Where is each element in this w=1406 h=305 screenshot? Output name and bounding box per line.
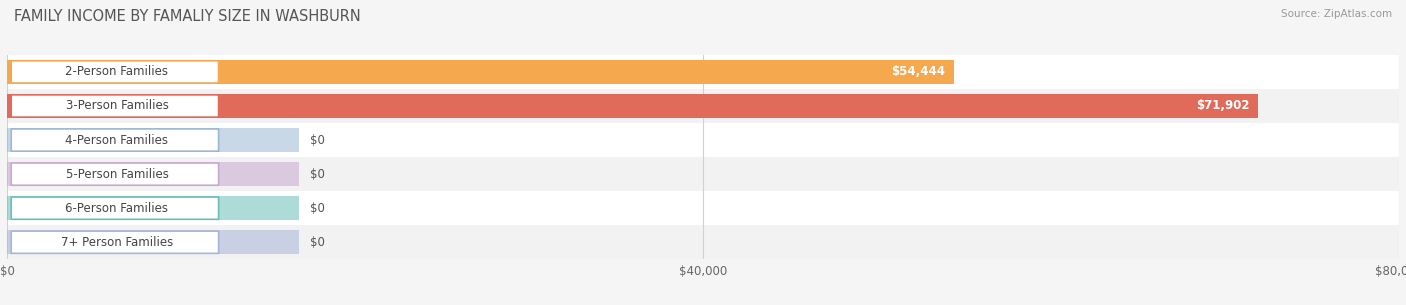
Text: FAMILY INCOME BY FAMALIY SIZE IN WASHBURN: FAMILY INCOME BY FAMALIY SIZE IN WASHBUR… [14, 9, 361, 24]
Text: 4-Person Families: 4-Person Families [66, 134, 169, 146]
Bar [7, 225, 1399, 259]
Text: $0: $0 [309, 168, 325, 181]
FancyBboxPatch shape [11, 61, 218, 83]
Text: 2-Person Families: 2-Person Families [66, 66, 169, 78]
Text: $0: $0 [309, 202, 325, 215]
Bar [7, 60, 955, 84]
FancyBboxPatch shape [11, 231, 218, 253]
Text: 3-Person Families: 3-Person Families [66, 99, 169, 113]
Bar [7, 230, 299, 254]
Text: $0: $0 [309, 134, 325, 146]
Text: $71,902: $71,902 [1197, 99, 1250, 113]
FancyBboxPatch shape [11, 95, 218, 117]
Bar [7, 128, 299, 152]
Bar [7, 191, 1399, 225]
Text: 6-Person Families: 6-Person Families [66, 202, 169, 215]
Text: $54,444: $54,444 [891, 66, 946, 78]
FancyBboxPatch shape [11, 197, 218, 219]
Text: Source: ZipAtlas.com: Source: ZipAtlas.com [1281, 9, 1392, 19]
Bar [7, 89, 1399, 123]
Bar [7, 94, 1258, 118]
Bar [7, 157, 1399, 191]
Bar [7, 123, 1399, 157]
FancyBboxPatch shape [11, 129, 218, 151]
FancyBboxPatch shape [11, 163, 218, 185]
Bar [7, 162, 299, 186]
Bar [7, 55, 1399, 89]
Text: 7+ Person Families: 7+ Person Families [60, 236, 173, 249]
Text: 5-Person Families: 5-Person Families [66, 168, 169, 181]
Text: $0: $0 [309, 236, 325, 249]
Bar [7, 196, 299, 221]
